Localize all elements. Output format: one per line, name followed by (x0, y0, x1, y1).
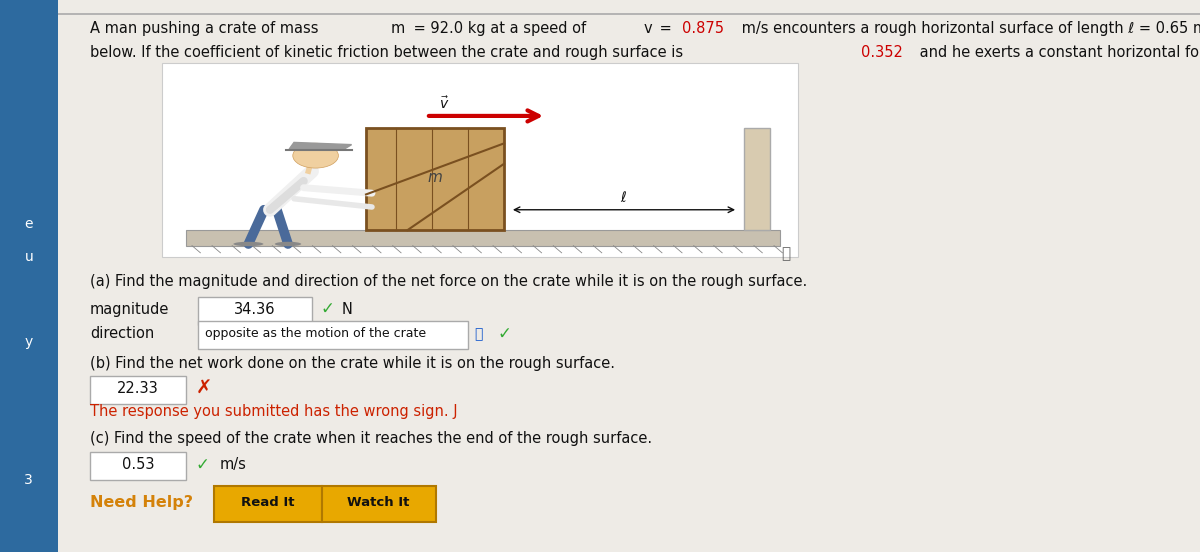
Text: ✓: ✓ (320, 300, 335, 318)
Ellipse shape (293, 143, 338, 168)
Bar (90, 452, 186, 480)
Text: =: = (655, 21, 677, 36)
Text: ✓: ✓ (196, 456, 210, 474)
Text: (a) Find the magnitude and direction of the net force on the crate while it is o: (a) Find the magnitude and direction of … (90, 274, 808, 289)
Bar (186, 230, 780, 246)
Text: $\vec{v}$: $\vec{v}$ (439, 95, 449, 112)
Text: opposite as the motion of the crate: opposite as the motion of the crate (205, 327, 426, 341)
Text: ⓘ: ⓘ (474, 327, 482, 341)
Text: (b) Find the net work done on the crate while it is on the rough surface.: (b) Find the net work done on the crate … (90, 355, 616, 371)
Bar (162, 63, 798, 257)
Text: ✓: ✓ (498, 325, 512, 343)
Bar (90, 376, 186, 404)
Text: (c) Find the speed of the crate when it reaches the end of the rough surface.: (c) Find the speed of the crate when it … (90, 431, 652, 447)
Text: 0.352: 0.352 (862, 45, 904, 60)
Ellipse shape (275, 242, 301, 246)
Text: m/s encounters a rough horizontal surface of length ℓ = 0.65 m as in the figure: m/s encounters a rough horizontal surfac… (737, 21, 1200, 36)
Text: The response you submitted has the wrong sign. J: The response you submitted has the wrong… (90, 404, 457, 419)
Text: = 92.0 kg at a speed of: = 92.0 kg at a speed of (409, 21, 590, 36)
Text: Watch It: Watch It (347, 496, 409, 509)
Text: Need Help?: Need Help? (90, 495, 193, 510)
Text: ✗: ✗ (196, 379, 212, 398)
FancyBboxPatch shape (322, 486, 436, 522)
Text: N: N (342, 301, 353, 317)
Bar (198, 297, 312, 325)
Bar (0, 0, 58, 552)
Text: below. If the coefficient of kinetic friction between the crate and rough surfac: below. If the coefficient of kinetic fri… (90, 45, 688, 60)
Text: A man pushing a crate of mass: A man pushing a crate of mass (90, 21, 323, 36)
Text: ⓘ: ⓘ (781, 246, 791, 262)
Text: v: v (643, 21, 653, 36)
Text: Read It: Read It (241, 496, 294, 509)
Text: 0.875: 0.875 (683, 21, 725, 36)
FancyBboxPatch shape (214, 486, 322, 522)
Text: and he exerts a constant horizontal force of: and he exerts a constant horizontal forc… (916, 45, 1200, 60)
Text: 22.33: 22.33 (118, 381, 158, 396)
Text: $\ell$: $\ell$ (620, 190, 628, 205)
Text: m: m (427, 169, 443, 184)
Text: y: y (25, 335, 32, 349)
Ellipse shape (233, 242, 264, 246)
Bar (744, 128, 770, 230)
Text: 3: 3 (24, 473, 34, 487)
Text: e: e (24, 216, 34, 231)
Text: u: u (24, 250, 34, 264)
Bar (366, 128, 504, 230)
Text: m: m (391, 21, 406, 36)
Text: magnitude: magnitude (90, 301, 169, 317)
Text: 0.53: 0.53 (121, 457, 155, 473)
Text: 34.36: 34.36 (234, 301, 275, 317)
Polygon shape (289, 142, 352, 149)
Bar (198, 321, 468, 349)
Text: m/s: m/s (220, 457, 246, 473)
Text: direction: direction (90, 326, 155, 342)
